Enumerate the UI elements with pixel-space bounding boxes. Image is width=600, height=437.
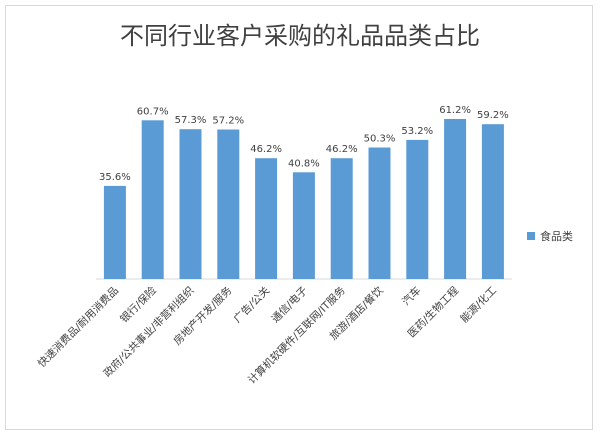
bar <box>444 119 467 279</box>
bar <box>368 147 391 279</box>
bar-group <box>103 119 504 279</box>
chart-title: 不同行业客户采购的礼品品类占比 <box>120 22 480 50</box>
value-label: 46.2% <box>326 144 358 155</box>
value-label: 46.2% <box>250 144 282 155</box>
value-label: 60.7% <box>137 106 169 117</box>
value-label: 61.2% <box>439 105 471 116</box>
category-label: 能源/化工 <box>458 284 499 325</box>
legend-swatch <box>527 232 535 240</box>
category-label: 汽车 <box>399 284 423 308</box>
legend: 食品类 <box>527 229 573 243</box>
value-label-group: 35.6% 60.7% 57.3% 57.2% 46.2% 40.8% 46.2% 50.3%… <box>99 105 509 183</box>
category-label: 广告/公关 <box>231 284 273 326</box>
bar <box>255 158 278 279</box>
bar <box>292 172 315 279</box>
bar <box>481 124 504 279</box>
value-label: 57.3% <box>175 115 207 126</box>
bar <box>406 139 429 279</box>
category-label-group: 快速消费品/耐用消费品银行/保险政府/公共事业/非营利组织房地产开发/服务广告/… <box>35 284 499 387</box>
value-label: 35.6% <box>99 172 131 183</box>
bar <box>141 120 164 279</box>
value-label: 57.2% <box>212 116 244 127</box>
bar <box>179 129 202 279</box>
bar <box>330 158 353 279</box>
value-label: 50.3% <box>364 134 396 145</box>
value-label: 53.2% <box>401 126 433 137</box>
bar <box>103 185 126 279</box>
value-label: 59.2% <box>477 110 509 121</box>
category-label: 快速消费品/耐用消费品 <box>35 284 121 370</box>
value-label: 40.8% <box>288 158 320 169</box>
bar <box>217 129 240 279</box>
legend-label: 食品类 <box>540 229 573 243</box>
